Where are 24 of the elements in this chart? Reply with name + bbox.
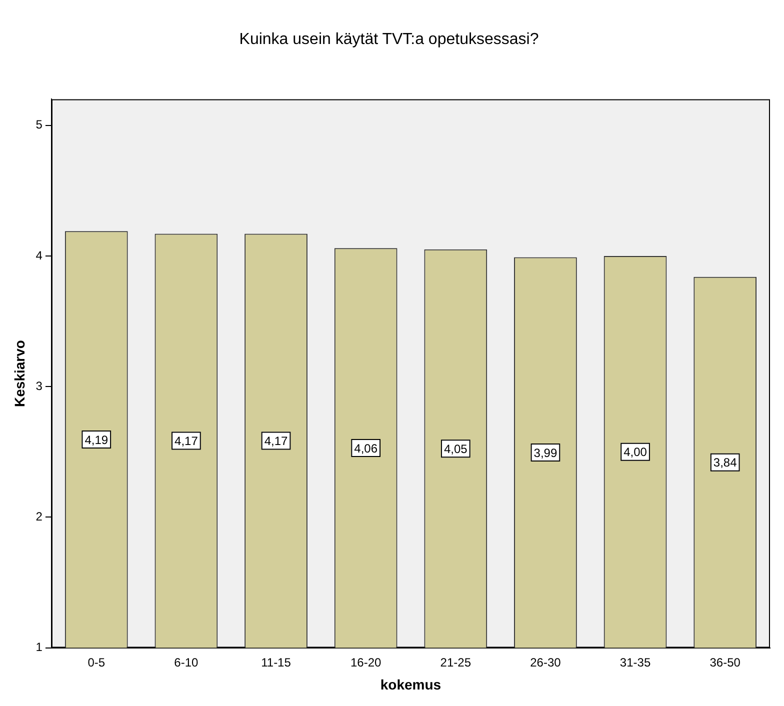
x-tick-label: 36-50 (710, 655, 741, 670)
y-tick-label: 3 (36, 378, 43, 393)
y-axis-title: Keskiarvo (11, 340, 28, 407)
data-label: 4,19 (84, 432, 108, 447)
x-tick-label: 26-30 (530, 655, 562, 670)
x-tick-label: 21-25 (440, 655, 472, 670)
y-tick-label: 2 (36, 509, 43, 524)
data-label: 3,99 (534, 446, 558, 460)
x-tick-label: 0-5 (88, 655, 106, 670)
data-label: 3,84 (713, 456, 738, 470)
data-label: 4,06 (354, 441, 378, 456)
y-tick-label: 4 (36, 248, 43, 262)
y-tick-label: 1 (36, 640, 43, 654)
data-label: 4,17 (264, 434, 288, 448)
x-tick-label: 11-15 (261, 655, 292, 670)
x-tick-label: 16-20 (350, 655, 382, 670)
chart-title: Kuinka usein käytät TVT:a opetuksessasi? (239, 31, 539, 48)
x-tick-label: 31-35 (620, 655, 651, 670)
data-label: 4,00 (624, 445, 648, 460)
data-label: 4,17 (174, 434, 198, 448)
y-tick-label: 5 (36, 118, 43, 132)
x-tick-label: 6-10 (174, 655, 199, 670)
x-axis-title: kokemus (380, 676, 442, 692)
data-label: 4,05 (444, 442, 468, 456)
